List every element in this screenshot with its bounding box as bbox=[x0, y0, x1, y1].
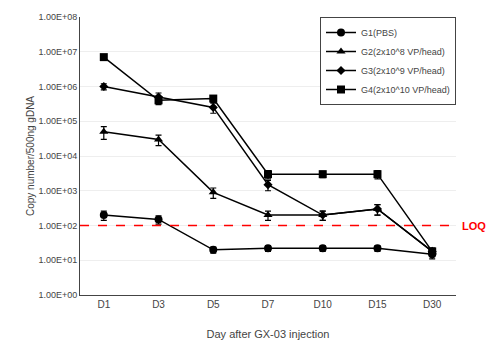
svg-text:1.00E+02: 1.00E+02 bbox=[38, 221, 77, 231]
svg-text:D3: D3 bbox=[152, 299, 165, 310]
svg-text:D10: D10 bbox=[314, 299, 333, 310]
svg-text:G3(2x10^9 VP/head): G3(2x10^9 VP/head) bbox=[361, 66, 445, 76]
svg-text:G4(2x10^10 VP/head): G4(2x10^10 VP/head) bbox=[361, 85, 450, 95]
svg-text:D30: D30 bbox=[423, 299, 442, 310]
svg-text:1.00E+01: 1.00E+01 bbox=[38, 255, 77, 265]
svg-text:1.00E+00: 1.00E+00 bbox=[38, 290, 77, 300]
svg-text:G1(PBS): G1(PBS) bbox=[361, 28, 397, 38]
svg-text:G2(2x10^8 VP/head): G2(2x10^8 VP/head) bbox=[361, 47, 445, 57]
svg-text:D1: D1 bbox=[97, 299, 110, 310]
svg-text:1.00E+07: 1.00E+07 bbox=[38, 47, 77, 57]
svg-text:D7: D7 bbox=[262, 299, 275, 310]
svg-text:Copy number/500ng gDNA: Copy number/500ng gDNA bbox=[25, 96, 36, 216]
svg-text:1.00E+05: 1.00E+05 bbox=[38, 116, 77, 126]
svg-text:1.00E+03: 1.00E+03 bbox=[38, 186, 77, 196]
svg-text:1.00E+06: 1.00E+06 bbox=[38, 82, 77, 92]
svg-text:Day after GX-03 injection: Day after GX-03 injection bbox=[207, 328, 330, 340]
svg-text:D15: D15 bbox=[368, 299, 387, 310]
svg-text:LOQ: LOQ bbox=[462, 220, 486, 232]
svg-text:D5: D5 bbox=[207, 299, 220, 310]
svg-text:1.00E+08: 1.00E+08 bbox=[38, 12, 77, 22]
svg-text:1.00E+04: 1.00E+04 bbox=[38, 151, 77, 161]
